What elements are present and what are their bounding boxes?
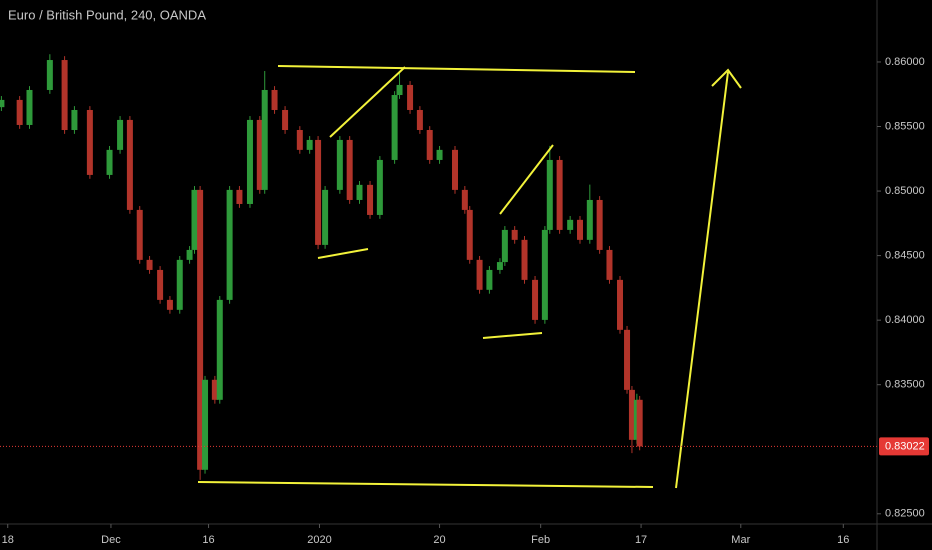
x-tick-label: 2020: [307, 534, 331, 546]
candle-body: [191, 189, 198, 250]
candle-body: [521, 239, 528, 280]
trend-line: [317, 248, 369, 259]
y-tick-label: 0.84500: [885, 250, 925, 262]
candle-body: [624, 329, 631, 390]
candle-body: [532, 279, 539, 320]
candle-body: [256, 119, 263, 190]
candle-body: [416, 109, 423, 130]
y-tick-label: 0.83500: [885, 379, 925, 391]
chart-title: Euro / British Pound, 240, OANDA: [8, 7, 206, 22]
candle-body: [197, 189, 204, 470]
x-tick-label: Mar: [731, 534, 750, 546]
y-tick-label: 0.85500: [885, 120, 925, 132]
candle-body: [86, 109, 93, 175]
candle-body: [407, 84, 414, 110]
candle-body: [336, 139, 343, 190]
candle-body: [296, 129, 303, 150]
candle-body: [16, 99, 23, 125]
last-price-box: [879, 437, 929, 456]
candle-body: [202, 379, 209, 470]
y-tick-label: 0.86000: [885, 56, 925, 68]
candle-body: [236, 189, 243, 204]
candle-body: [146, 259, 153, 270]
y-tick-label: 0.82500: [885, 508, 925, 520]
candle-body: [282, 109, 289, 130]
drawings: [197, 65, 742, 489]
candle-body: [486, 269, 493, 290]
candle-body: [546, 159, 553, 230]
candle-body: [61, 60, 68, 130]
candle-body: [628, 389, 635, 440]
candle-body: [586, 199, 593, 240]
candle-body: [322, 189, 329, 245]
candle-body: [246, 119, 253, 204]
arrow-head: [711, 68, 742, 89]
x-tick-label: 20: [433, 534, 445, 546]
candle-body: [166, 299, 173, 310]
candle-body: [136, 209, 143, 260]
candle-body: [466, 209, 473, 260]
trend-line: [277, 65, 636, 73]
candle-body: [176, 259, 183, 310]
x-tick-label: 16: [837, 534, 849, 546]
trend-line: [329, 66, 406, 138]
candle-body: [46, 60, 53, 90]
candle-body: [391, 95, 398, 160]
candle-body: [226, 189, 233, 300]
candle-body: [501, 229, 508, 263]
candle-body: [476, 259, 483, 290]
y-tick-label: 0.84000: [885, 314, 925, 326]
candle-body: [461, 189, 468, 210]
candle-body: [306, 139, 313, 150]
candle-body: [596, 199, 603, 250]
candle-body: [426, 129, 433, 160]
candle-body: [271, 89, 278, 110]
candle-body: [0, 99, 5, 108]
trend-line: [482, 332, 543, 339]
candle-body: [376, 159, 383, 215]
candle-body: [556, 159, 563, 230]
candle-body: [186, 249, 193, 260]
candle-body: [452, 149, 459, 190]
candle-body: [106, 149, 113, 175]
x-tick-label: 18: [2, 534, 14, 546]
y-tick-label: 0.85000: [885, 185, 925, 197]
candle-body: [211, 379, 218, 400]
candle-body: [436, 149, 443, 160]
x-tick-label: 17: [635, 534, 647, 546]
candle-body: [261, 89, 268, 190]
x-tick-label: Feb: [531, 534, 550, 546]
candle-body: [367, 184, 374, 215]
candle-body: [126, 119, 133, 210]
candle-body: [356, 184, 363, 200]
candle-body: [567, 219, 574, 230]
candle-body: [71, 109, 78, 130]
candle-body: [617, 279, 624, 330]
candle-body: [396, 84, 403, 96]
candle-body: [26, 89, 33, 125]
candle-body: [636, 399, 643, 447]
candle-body: [117, 119, 124, 150]
last-price-label: 0.83022: [885, 440, 925, 452]
trend-line: [499, 144, 554, 215]
trend-line: [197, 481, 654, 488]
candle-body: [496, 262, 503, 270]
candle-body: [511, 229, 518, 240]
candle-body: [216, 299, 223, 400]
x-tick-label: Dec: [101, 534, 121, 546]
candle-body: [346, 139, 353, 200]
arrow-line: [675, 71, 729, 489]
candle-body: [576, 219, 583, 240]
candle-body: [541, 229, 548, 320]
x-tick-label: 16: [202, 534, 214, 546]
candle-body: [606, 249, 613, 280]
candle-body: [157, 269, 164, 300]
candle-body: [315, 139, 322, 245]
